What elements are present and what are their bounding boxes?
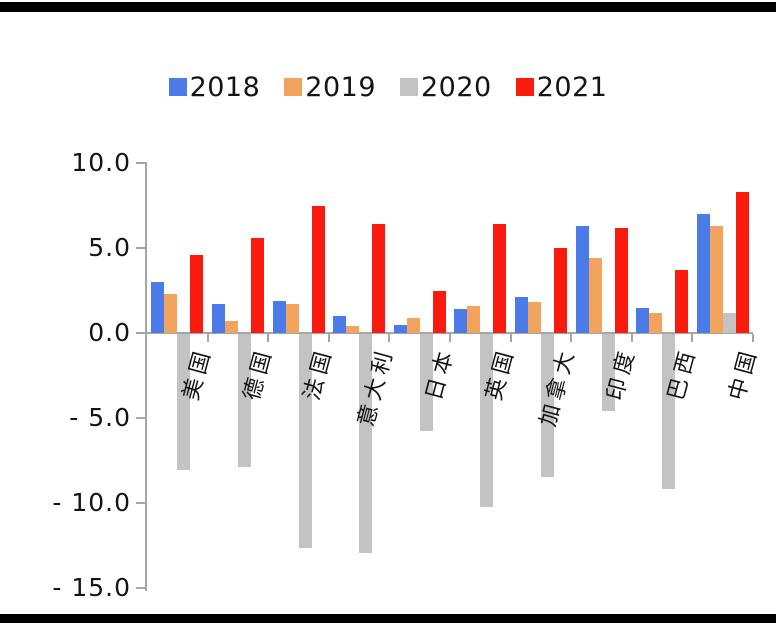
bar-2020-美国 <box>177 334 191 470</box>
bar-2019-美国 <box>164 293 178 333</box>
x-axis-tick <box>449 334 451 342</box>
bar-2021-巴西 <box>675 270 689 333</box>
y-axis-label: - 15.0 <box>52 573 131 602</box>
bar-2021-印度 <box>614 227 628 333</box>
bar-2021-德国 <box>250 237 264 333</box>
bar-2019-中国 <box>709 225 723 333</box>
x-axis-tick <box>630 334 633 342</box>
bar-2021-法国 <box>311 205 325 333</box>
bar-2019-英国 <box>467 305 481 333</box>
x-axis-label: 意大利 <box>353 344 400 430</box>
bar-2020-法国 <box>298 334 312 549</box>
x-axis-tick <box>570 334 573 342</box>
bar-2020-中国 <box>722 312 736 333</box>
legend-item-2019: 2019 <box>284 72 376 103</box>
bar-2020-印度 <box>601 334 615 411</box>
y-axis-label: - 10.0 <box>52 488 131 517</box>
bar-2019-巴西 <box>649 312 663 333</box>
bar-2018-日本 <box>393 324 407 333</box>
legend-item-2018: 2018 <box>168 71 261 103</box>
bar-2020-意大利 <box>359 334 373 554</box>
bar-2018-英国 <box>454 309 468 333</box>
x-axis-line <box>145 332 753 334</box>
bar-2020-德国 <box>237 334 251 467</box>
x-axis-tick <box>327 334 330 342</box>
bar-2019-日本 <box>406 317 420 333</box>
bottom-border-bar <box>0 614 776 623</box>
x-axis-tick <box>691 334 694 342</box>
y-axis-tick <box>136 332 147 334</box>
legend-label: 2021 <box>536 71 608 103</box>
bar-2018-加拿大 <box>514 297 528 333</box>
bar-2021-日本 <box>432 290 446 333</box>
x-axis-tick <box>206 334 209 342</box>
x-axis-tick <box>509 334 512 342</box>
bar-2019-德国 <box>224 321 238 333</box>
bar-2020-日本 <box>419 334 433 431</box>
bar-2019-印度 <box>588 258 602 333</box>
y-axis-tick <box>136 587 147 589</box>
legend-label: 2019 <box>305 71 376 103</box>
x-axis-label: 中国 <box>724 344 763 404</box>
y-axis-label: - 5.0 <box>69 403 131 432</box>
legend-label: 2020 <box>421 71 492 103</box>
bar-2019-意大利 <box>346 326 360 333</box>
bar-2020-加拿大 <box>540 334 554 477</box>
bar-2018-中国 <box>696 214 710 333</box>
x-axis-tick <box>267 334 270 342</box>
x-axis-label: 加拿大 <box>535 344 581 430</box>
y-axis-label: 5.0 <box>88 233 131 262</box>
legend-item-2021: 2021 <box>515 71 608 103</box>
bar-2018-巴西 <box>636 307 650 333</box>
bar-2021-中国 <box>735 191 749 333</box>
legend-label: 2018 <box>189 71 261 103</box>
bar-2019-加拿大 <box>527 302 541 333</box>
y-axis-tick <box>136 417 147 419</box>
bar-2018-法国 <box>272 300 286 333</box>
legend-swatch-2020 <box>400 78 418 96</box>
legend-swatch-2018 <box>168 78 187 96</box>
bar-2021-美国 <box>190 254 204 333</box>
x-axis-tick <box>388 334 391 342</box>
legend-swatch-2021 <box>515 78 534 96</box>
y-axis-label: 0.0 <box>88 318 131 347</box>
bar-2021-英国 <box>493 224 507 333</box>
bar-2021-加拿大 <box>553 248 567 333</box>
bar-2019-法国 <box>285 304 299 333</box>
y-axis-line <box>145 162 147 591</box>
legend-item-2020: 2020 <box>400 72 492 103</box>
y-axis-tick <box>136 502 147 504</box>
y-axis-label: 10.0 <box>71 148 131 177</box>
bar-2018-德国 <box>211 304 225 333</box>
bar-2021-意大利 <box>372 224 386 333</box>
bar-2018-意大利 <box>333 316 347 333</box>
y-axis-tick <box>136 247 147 249</box>
y-axis-tick <box>136 162 147 164</box>
bar-2020-英国 <box>480 334 494 508</box>
bar-2018-印度 <box>575 225 589 333</box>
bar-2020-巴西 <box>662 334 676 489</box>
legend: 2018 2019 2020 2021 <box>0 70 776 104</box>
top-border-bar <box>0 2 776 12</box>
x-axis-tick <box>752 334 754 342</box>
bar-2018-美国 <box>151 282 165 333</box>
legend-swatch-2019 <box>284 78 303 96</box>
